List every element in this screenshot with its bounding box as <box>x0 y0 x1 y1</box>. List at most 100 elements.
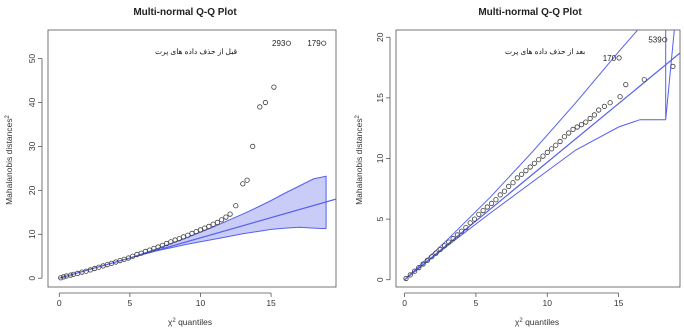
x-tick-label: 10 <box>196 298 206 308</box>
data-point <box>583 119 589 125</box>
data-point <box>155 244 161 250</box>
data-point <box>531 160 538 166</box>
plot-area <box>58 84 336 281</box>
data-point <box>488 200 495 206</box>
data-point <box>446 239 452 245</box>
y-tick-label: 0 <box>27 276 37 281</box>
data-point <box>197 227 204 233</box>
chart-title: Multi-normal Q-Q Plot <box>478 7 582 18</box>
data-point <box>407 272 413 278</box>
data-point <box>467 220 473 226</box>
data-point <box>193 229 199 235</box>
data-point <box>403 275 409 282</box>
data-point <box>493 197 499 203</box>
data-point <box>601 103 608 110</box>
band-lower-line <box>404 119 666 281</box>
data-point <box>596 107 602 113</box>
data-point <box>497 192 503 198</box>
x-axis-label: χ2 quantiles <box>515 317 559 327</box>
data-point <box>540 153 546 159</box>
data-point <box>262 99 268 106</box>
x-tick-label: 0 <box>402 298 407 308</box>
data-point <box>441 243 448 249</box>
data-point <box>557 138 563 145</box>
y-tick-label: 0 <box>375 277 385 282</box>
data-point <box>591 112 598 118</box>
data-point <box>240 181 246 187</box>
y-tick-label: 5 <box>375 216 385 221</box>
data-point <box>60 274 67 280</box>
data-point <box>244 177 250 183</box>
outlier-label: 170 <box>603 54 617 63</box>
x-tick-label: 15 <box>614 298 624 308</box>
chart-title: Multi-normal Q-Q Plot <box>133 7 237 18</box>
y-axis-label: Mahalanobis distances2 <box>354 114 364 204</box>
data-point <box>450 235 456 242</box>
data-point <box>536 157 542 163</box>
outlier-point <box>285 40 292 46</box>
data-point <box>202 225 208 231</box>
data-point <box>411 268 418 274</box>
y-tick-label: 30 <box>27 141 37 151</box>
outlier-point <box>321 40 327 46</box>
data-point <box>219 217 225 223</box>
data-point <box>159 242 165 248</box>
data-point <box>164 240 170 247</box>
data-point <box>578 122 585 128</box>
data-point <box>670 63 676 70</box>
outlier-point <box>616 55 622 61</box>
data-point <box>420 261 426 267</box>
y-tick-label: 40 <box>27 97 37 107</box>
data-point <box>518 171 525 177</box>
data-point <box>125 255 132 261</box>
data-point <box>641 77 647 83</box>
plot-frame <box>47 29 337 288</box>
data-point <box>429 254 435 260</box>
data-point <box>607 100 613 106</box>
band-upper-line <box>129 175 327 259</box>
data-point <box>587 115 593 122</box>
y-tick-label: 20 <box>375 32 385 42</box>
data-point <box>206 223 212 229</box>
data-point <box>416 264 422 271</box>
data-point <box>185 232 191 238</box>
data-point <box>210 221 216 227</box>
data-point <box>623 82 629 88</box>
data-point <box>227 211 233 217</box>
qq-plot-panel-before: Multi-normal Q-Q Plot قبل از حذف داده ها… <box>4 7 337 327</box>
data-point <box>433 250 439 256</box>
data-point <box>617 94 623 100</box>
data-point <box>471 216 478 222</box>
band-upper-line <box>404 30 639 281</box>
data-point <box>484 204 490 210</box>
data-point <box>501 188 508 194</box>
outlier-label: 293 <box>272 39 286 48</box>
data-point <box>233 203 239 209</box>
data-point <box>68 272 74 278</box>
data-point <box>454 232 460 238</box>
qq-plot-panel-after: Multi-normal Q-Q Plot بعد از حذف داده ها… <box>354 7 681 327</box>
data-point <box>570 126 576 132</box>
data-point <box>180 234 187 240</box>
data-point <box>223 214 229 220</box>
data-point <box>523 168 529 174</box>
band-lower-line <box>129 226 327 259</box>
data-point <box>257 104 263 110</box>
data-point <box>548 146 555 152</box>
data-point <box>561 134 568 140</box>
chart-annotation: بعد از حذف داده های پرت <box>505 47 585 56</box>
y-tick-label: 15 <box>375 93 385 103</box>
outlier-label: 539 <box>648 36 662 45</box>
data-point <box>271 84 277 90</box>
data-point <box>176 236 182 242</box>
data-point <box>506 183 512 189</box>
reference-line <box>404 52 680 281</box>
data-point <box>463 225 469 231</box>
chart-annotation: قبل از حذف داده های پرت <box>155 47 238 56</box>
outlier-label: 179 <box>307 39 321 48</box>
data-point <box>480 208 486 214</box>
data-point <box>544 149 550 155</box>
data-point <box>476 211 482 217</box>
y-tick-label: 10 <box>27 229 37 239</box>
data-point <box>130 253 136 259</box>
